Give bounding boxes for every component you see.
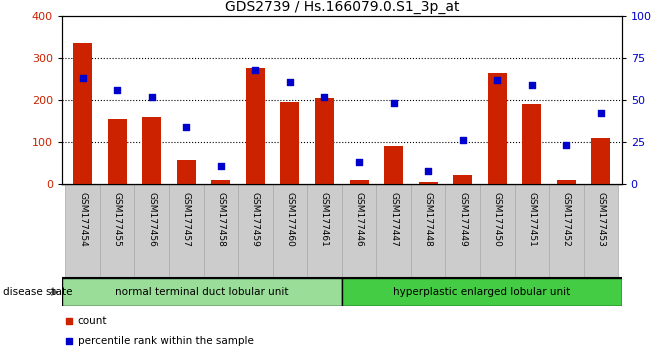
Point xyxy=(354,159,365,165)
Text: percentile rank within the sample: percentile rank within the sample xyxy=(77,336,253,346)
Text: GSM177446: GSM177446 xyxy=(355,192,363,246)
Bar xyxy=(73,43,92,184)
Text: normal terminal duct lobular unit: normal terminal duct lobular unit xyxy=(115,287,288,297)
Text: GSM177452: GSM177452 xyxy=(562,192,571,246)
Title: GDS2739 / Hs.166079.0.S1_3p_at: GDS2739 / Hs.166079.0.S1_3p_at xyxy=(225,0,459,13)
Text: GSM177451: GSM177451 xyxy=(527,192,536,246)
Text: GSM177447: GSM177447 xyxy=(389,192,398,246)
Text: disease state: disease state xyxy=(3,287,73,297)
Bar xyxy=(514,184,549,278)
Bar xyxy=(212,180,230,184)
Point xyxy=(146,94,157,99)
Point xyxy=(250,67,260,73)
Bar xyxy=(342,278,622,306)
Bar xyxy=(592,138,611,184)
Bar xyxy=(65,184,100,278)
Text: GSM177458: GSM177458 xyxy=(216,192,225,246)
Point xyxy=(492,77,503,83)
Bar xyxy=(445,184,480,278)
Bar xyxy=(204,184,238,278)
Bar xyxy=(411,184,445,278)
Bar xyxy=(557,180,576,184)
Bar xyxy=(281,102,299,184)
Bar xyxy=(350,180,368,184)
Bar xyxy=(246,68,265,184)
Bar xyxy=(142,117,161,184)
Point xyxy=(284,79,295,84)
Bar xyxy=(315,98,334,184)
Text: GSM177454: GSM177454 xyxy=(78,192,87,246)
Point xyxy=(561,143,572,148)
Bar xyxy=(384,146,403,184)
Bar xyxy=(376,184,411,278)
Point xyxy=(423,168,434,173)
Text: GSM177453: GSM177453 xyxy=(596,192,605,246)
Point xyxy=(215,163,226,169)
Text: GSM177459: GSM177459 xyxy=(251,192,260,246)
Point xyxy=(596,110,606,116)
Text: GSM177455: GSM177455 xyxy=(113,192,122,246)
Bar xyxy=(342,184,376,278)
Bar xyxy=(419,182,437,184)
Point xyxy=(319,94,329,99)
Text: hyperplastic enlarged lobular unit: hyperplastic enlarged lobular unit xyxy=(393,287,570,297)
Text: GSM177448: GSM177448 xyxy=(424,192,433,246)
Point xyxy=(458,137,468,143)
Point xyxy=(63,318,74,324)
Text: GSM177461: GSM177461 xyxy=(320,192,329,246)
Bar xyxy=(62,278,342,306)
Point xyxy=(389,101,399,106)
Bar xyxy=(522,104,542,184)
Point xyxy=(63,338,74,344)
Point xyxy=(181,124,191,130)
Text: GSM177457: GSM177457 xyxy=(182,192,191,246)
Bar xyxy=(273,184,307,278)
Bar xyxy=(488,73,506,184)
Text: count: count xyxy=(77,316,107,326)
Point xyxy=(77,75,88,81)
Bar xyxy=(453,175,472,184)
Bar xyxy=(549,184,584,278)
Text: GSM177456: GSM177456 xyxy=(147,192,156,246)
Point xyxy=(112,87,122,93)
Bar xyxy=(177,160,196,184)
Bar xyxy=(480,184,514,278)
Bar xyxy=(100,184,134,278)
Point xyxy=(527,82,537,88)
Bar xyxy=(584,184,618,278)
Text: GSM177449: GSM177449 xyxy=(458,192,467,246)
Bar xyxy=(307,184,342,278)
Text: GSM177450: GSM177450 xyxy=(493,192,502,246)
Text: GSM177460: GSM177460 xyxy=(285,192,294,246)
Bar xyxy=(169,184,204,278)
Bar xyxy=(107,119,127,184)
Bar xyxy=(238,184,273,278)
Bar xyxy=(134,184,169,278)
